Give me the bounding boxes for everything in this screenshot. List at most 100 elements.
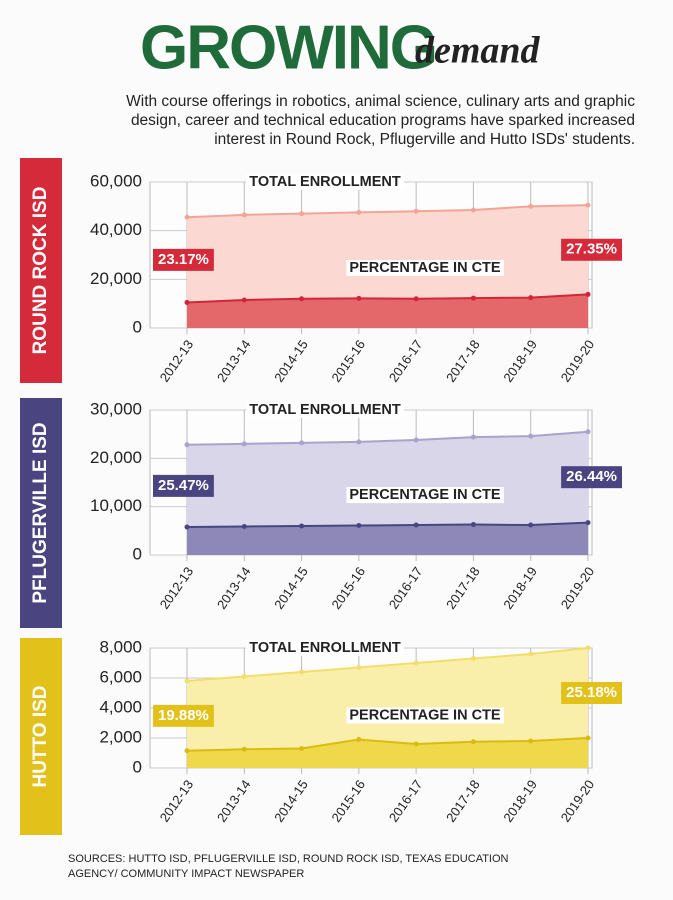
sources: SOURCES: HUTTO ISD, PFLUGERVILLE ISD, RO… <box>68 853 509 880</box>
data-point <box>299 669 305 675</box>
data-point <box>413 296 419 302</box>
x-tick-label: 2019-20 <box>558 564 598 612</box>
data-point <box>470 207 476 213</box>
side-label-box <box>20 158 62 383</box>
x-tick-label: 2017-18 <box>443 564 483 612</box>
annotation: 26.44% <box>566 468 617 485</box>
data-point <box>184 748 190 754</box>
data-point <box>241 297 247 303</box>
x-tick-label: 2014-15 <box>271 337 311 385</box>
x-tick-label: 2017-18 <box>443 337 483 385</box>
data-point <box>241 441 247 447</box>
x-tick-label: 2019-20 <box>558 337 598 385</box>
y-tick-label: 4,000 <box>99 697 142 716</box>
side-label: HUTTO ISD <box>30 685 51 787</box>
x-tick-label: 2013-14 <box>214 337 254 385</box>
data-point <box>184 678 190 684</box>
area-fill <box>187 738 588 768</box>
annotation: 27.35% <box>566 241 617 258</box>
series-label: PERCENTAGE IN CTE <box>349 707 501 723</box>
data-point <box>528 433 534 439</box>
series-label: TOTAL ENROLLMENT <box>249 402 401 418</box>
headline-sub: demand <box>415 30 541 72</box>
data-point <box>470 434 476 440</box>
annotation: 25.47% <box>158 477 209 494</box>
data-point <box>299 523 305 529</box>
annotation-group: 26.44% <box>561 466 622 489</box>
x-tick-label: 2012-13 <box>157 337 197 385</box>
annotation-group: 25.18% <box>561 682 622 704</box>
data-point <box>299 211 305 217</box>
y-tick-label: 10,000 <box>90 496 142 515</box>
side-label-box <box>20 398 62 628</box>
data-point <box>356 737 362 742</box>
series-label-group: TOTAL ENROLLMENT <box>246 639 404 656</box>
x-tick-label: 2014-15 <box>271 564 311 612</box>
data-point <box>585 520 591 526</box>
data-point <box>585 645 591 651</box>
side-label: PFLUGERVILLE ISD <box>30 422 51 603</box>
area-fill <box>187 522 588 555</box>
data-point <box>528 522 534 528</box>
data-point <box>184 299 190 305</box>
data-point <box>241 674 247 679</box>
data-point <box>299 746 305 751</box>
data-point <box>470 739 476 745</box>
data-point <box>356 209 362 215</box>
series-label-bg <box>346 707 504 724</box>
series-line <box>186 647 589 682</box>
data-point <box>585 291 591 297</box>
series-label-group: PERCENTAGE IN CTE <box>346 707 504 724</box>
x-tick-label: 2013-14 <box>214 564 254 612</box>
y-tick-label: 40,000 <box>90 220 142 239</box>
series-label-group: PERCENTAGE IN CTE <box>346 487 504 504</box>
annotation-box <box>153 704 214 727</box>
x-tick-label: 2016-17 <box>386 337 426 385</box>
data-point <box>585 429 591 435</box>
y-tick-label: 20,000 <box>90 269 142 288</box>
annotation-box <box>153 474 214 497</box>
data-point <box>528 295 534 301</box>
series-label-bg <box>346 487 504 504</box>
x-tick-label: 2017-18 <box>443 777 483 825</box>
data-point <box>356 295 362 301</box>
annotation: 19.88% <box>158 707 209 724</box>
data-point <box>184 524 190 530</box>
data-point <box>241 746 247 752</box>
annotation-box <box>561 466 622 489</box>
annotation-group: 27.35% <box>561 238 622 261</box>
x-tick-label: 2012-13 <box>157 564 197 612</box>
area-fill <box>187 294 588 328</box>
description: With course offerings in robotics, anima… <box>126 93 635 148</box>
x-tick-label: 2016-17 <box>386 564 426 612</box>
x-tick-label: 2018-19 <box>500 777 540 825</box>
annotation-box <box>561 238 622 261</box>
y-tick-label: 20,000 <box>90 448 142 467</box>
data-point <box>299 296 305 302</box>
side-label-box <box>20 638 62 835</box>
data-point <box>299 440 305 446</box>
annotation: 23.17% <box>158 251 209 268</box>
data-point <box>413 741 419 747</box>
data-point <box>184 214 190 220</box>
data-point <box>528 738 534 744</box>
data-point <box>528 651 534 657</box>
x-tick-label: 2015-16 <box>328 777 368 825</box>
series-label: PERCENTAGE IN CTE <box>349 487 501 503</box>
series-line <box>186 293 589 304</box>
annotation-group: 25.47% <box>153 474 214 497</box>
series-label-group: TOTAL ENROLLMENT <box>246 401 404 418</box>
data-point <box>470 522 476 528</box>
annotation-group: 23.17% <box>153 248 214 271</box>
headline: GROWING <box>140 13 436 82</box>
data-point <box>413 522 419 528</box>
data-point <box>356 665 362 670</box>
series-label: TOTAL ENROLLMENT <box>249 640 401 656</box>
x-tick-label: 2019-20 <box>558 777 598 825</box>
series-line <box>186 737 589 752</box>
series-label-group: TOTAL ENROLLMENT <box>246 173 404 190</box>
annotation-box <box>153 248 214 271</box>
series-label: PERCENTAGE IN CTE <box>349 260 501 276</box>
